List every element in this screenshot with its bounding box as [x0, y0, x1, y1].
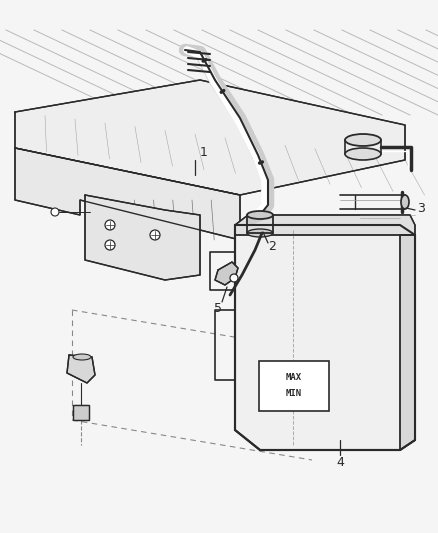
Ellipse shape [345, 148, 381, 160]
Circle shape [105, 240, 115, 250]
FancyBboxPatch shape [259, 361, 329, 411]
Polygon shape [235, 215, 415, 235]
Ellipse shape [73, 354, 91, 360]
Ellipse shape [345, 134, 381, 146]
Polygon shape [85, 195, 200, 280]
Ellipse shape [247, 211, 273, 219]
Polygon shape [67, 355, 95, 383]
Polygon shape [235, 225, 415, 450]
Text: 1: 1 [200, 147, 208, 159]
Polygon shape [15, 80, 405, 195]
Circle shape [230, 274, 238, 282]
Circle shape [51, 208, 59, 216]
Circle shape [150, 230, 160, 240]
Ellipse shape [401, 195, 409, 209]
Polygon shape [215, 262, 238, 285]
Text: 3: 3 [417, 201, 425, 214]
Polygon shape [400, 235, 415, 450]
Polygon shape [73, 405, 89, 420]
Text: MIN: MIN [286, 389, 302, 398]
Circle shape [105, 220, 115, 230]
Polygon shape [15, 148, 240, 240]
Ellipse shape [247, 229, 273, 237]
Text: 4: 4 [336, 456, 344, 469]
Text: 2: 2 [268, 240, 276, 254]
Text: 5: 5 [214, 302, 222, 314]
Text: MAX: MAX [286, 374, 302, 383]
